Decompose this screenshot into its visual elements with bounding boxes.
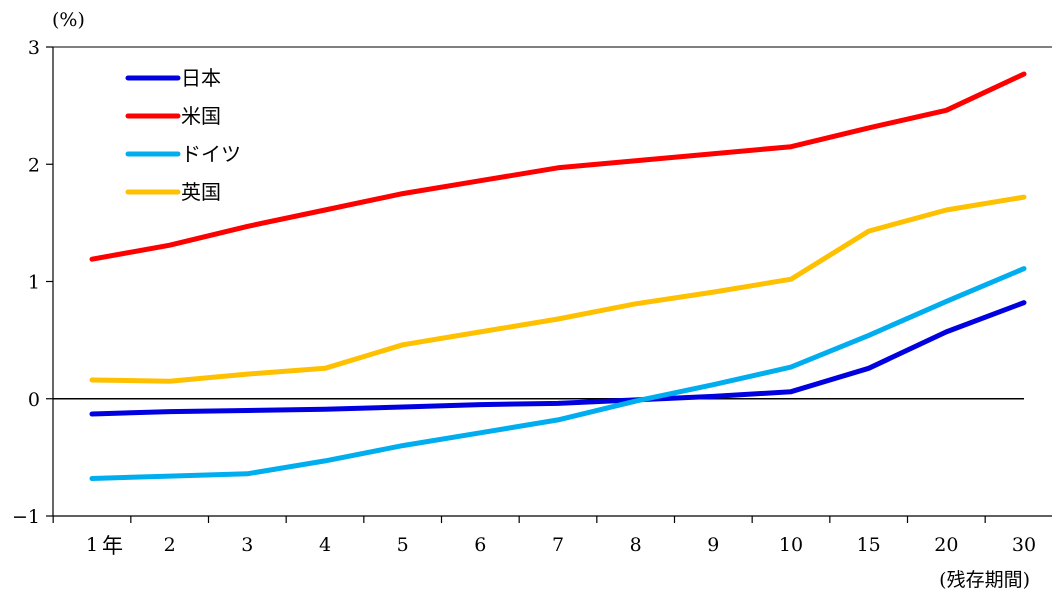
x-tick-label: 9 [707,534,719,556]
x-tick-label: 5 [397,534,409,556]
x-unit-label: (残存期間) [939,569,1030,591]
x-tick-label: 1 [86,534,98,556]
x-tick-label: 20 [934,534,958,556]
series-line [89,71,1027,262]
y-tick-label: 3 [28,37,40,59]
y-tick-label: 2 [28,154,40,176]
x-tick-label: 7 [552,534,564,556]
x-tick-suffix: 年 [102,534,123,558]
x-tick-label: 2 [164,534,176,556]
legend-label: 米国 [181,104,221,128]
legend-label: 英国 [181,180,221,204]
x-tick-label: 15 [857,534,881,556]
legend-label: ドイツ [181,142,241,166]
series-lines [89,71,1027,481]
x-tick-label: 10 [779,534,803,556]
series-line [89,300,1027,417]
y-tick-label: 1 [28,272,40,294]
x-tick-label: 3 [241,534,253,556]
series-line [89,194,1027,384]
y-tick-label: 0 [28,389,40,411]
legend-label: 日本 [181,66,221,90]
series-line [89,266,1027,481]
x-tick-label: 6 [474,534,486,556]
x-tick-label: 4 [319,534,331,556]
x-tick-label: 30 [1012,534,1036,556]
y-tick-label: −1 [12,506,40,528]
x-tick-label: 8 [630,534,642,556]
y-unit-label: (%) [52,9,85,31]
